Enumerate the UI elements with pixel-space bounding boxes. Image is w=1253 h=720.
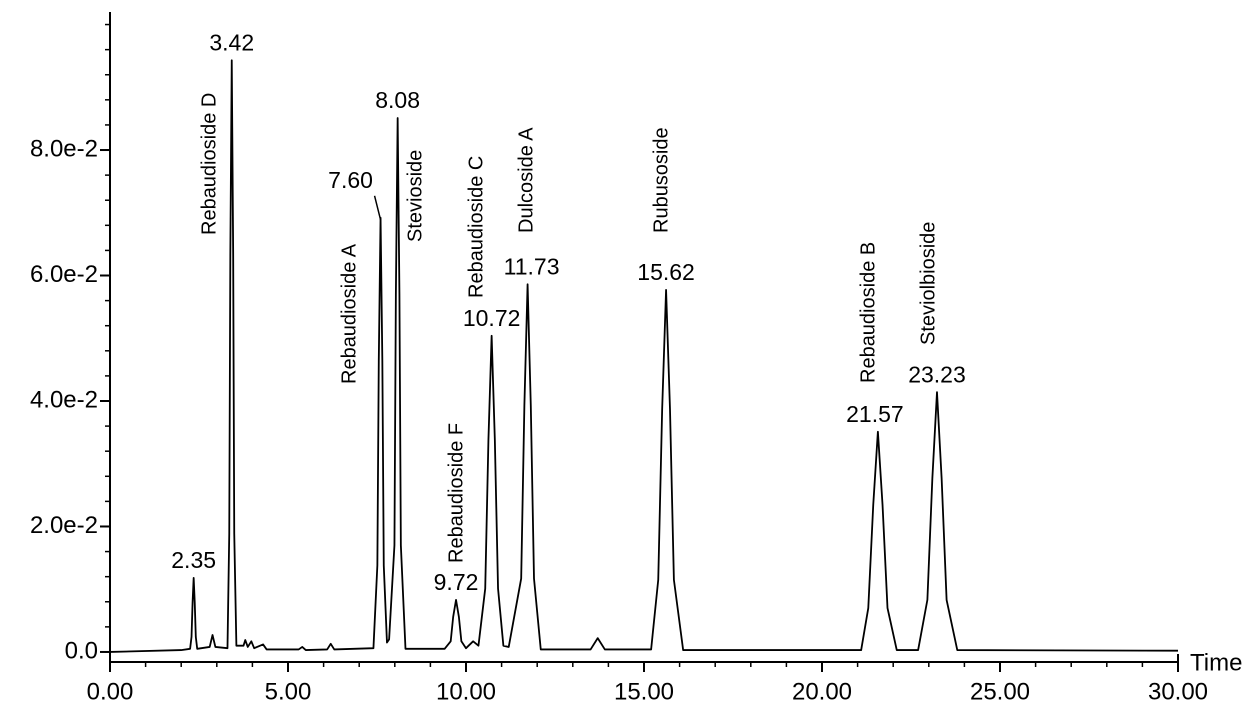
y-tick-label: 2.0e-2 xyxy=(30,512,98,539)
x-tick-label: 15.00 xyxy=(614,678,674,705)
y-tick-label: 8.0e-2 xyxy=(30,135,98,162)
peak-time-label: 8.08 xyxy=(375,87,420,113)
peak-time-label: 3.42 xyxy=(209,29,254,55)
y-tick-label: 6.0e-2 xyxy=(30,261,98,288)
peak-time-label: 21.57 xyxy=(846,401,904,427)
peak-name-label: Steviolbioside xyxy=(917,222,939,345)
peak-name-label: Rebaudioside D xyxy=(198,93,220,235)
peak-time-label: 9.72 xyxy=(434,569,479,595)
y-tick-label: 0.0 xyxy=(65,637,98,664)
chromatogram-trace xyxy=(110,60,1178,652)
peak-time-label: 15.62 xyxy=(637,259,695,285)
peak-time-label: 23.23 xyxy=(908,361,966,387)
x-tick-label: 5.00 xyxy=(265,678,312,705)
peak-name-label: Rebaudioside B xyxy=(857,242,879,383)
peak-time-label: 7.60 xyxy=(328,167,373,193)
peak-name-label: Rebaudioside F xyxy=(445,423,467,563)
label-leader xyxy=(375,196,381,220)
x-tick-label: 30.00 xyxy=(1148,678,1208,705)
x-tick-label: 25.00 xyxy=(970,678,1030,705)
y-tick-label: 4.0e-2 xyxy=(30,386,98,413)
peak-time-label: 2.35 xyxy=(171,547,216,573)
x-tick-label: 10.00 xyxy=(436,678,496,705)
peak-name-label: Rebaudioside A xyxy=(338,243,360,384)
x-tick-label: 0.00 xyxy=(87,678,134,705)
x-tick-label: 20.00 xyxy=(792,678,852,705)
peak-name-label: Dulcoside A xyxy=(515,127,537,233)
peak-time-label: 10.72 xyxy=(463,305,521,331)
peak-name-label: Stevioside xyxy=(404,150,426,242)
x-axis-label: Time xyxy=(1190,649,1242,676)
peak-time-label: 11.73 xyxy=(504,253,560,279)
peak-name-label: Rubusoside xyxy=(650,127,672,233)
peak-name-label: Rebaudioside C xyxy=(465,156,487,298)
